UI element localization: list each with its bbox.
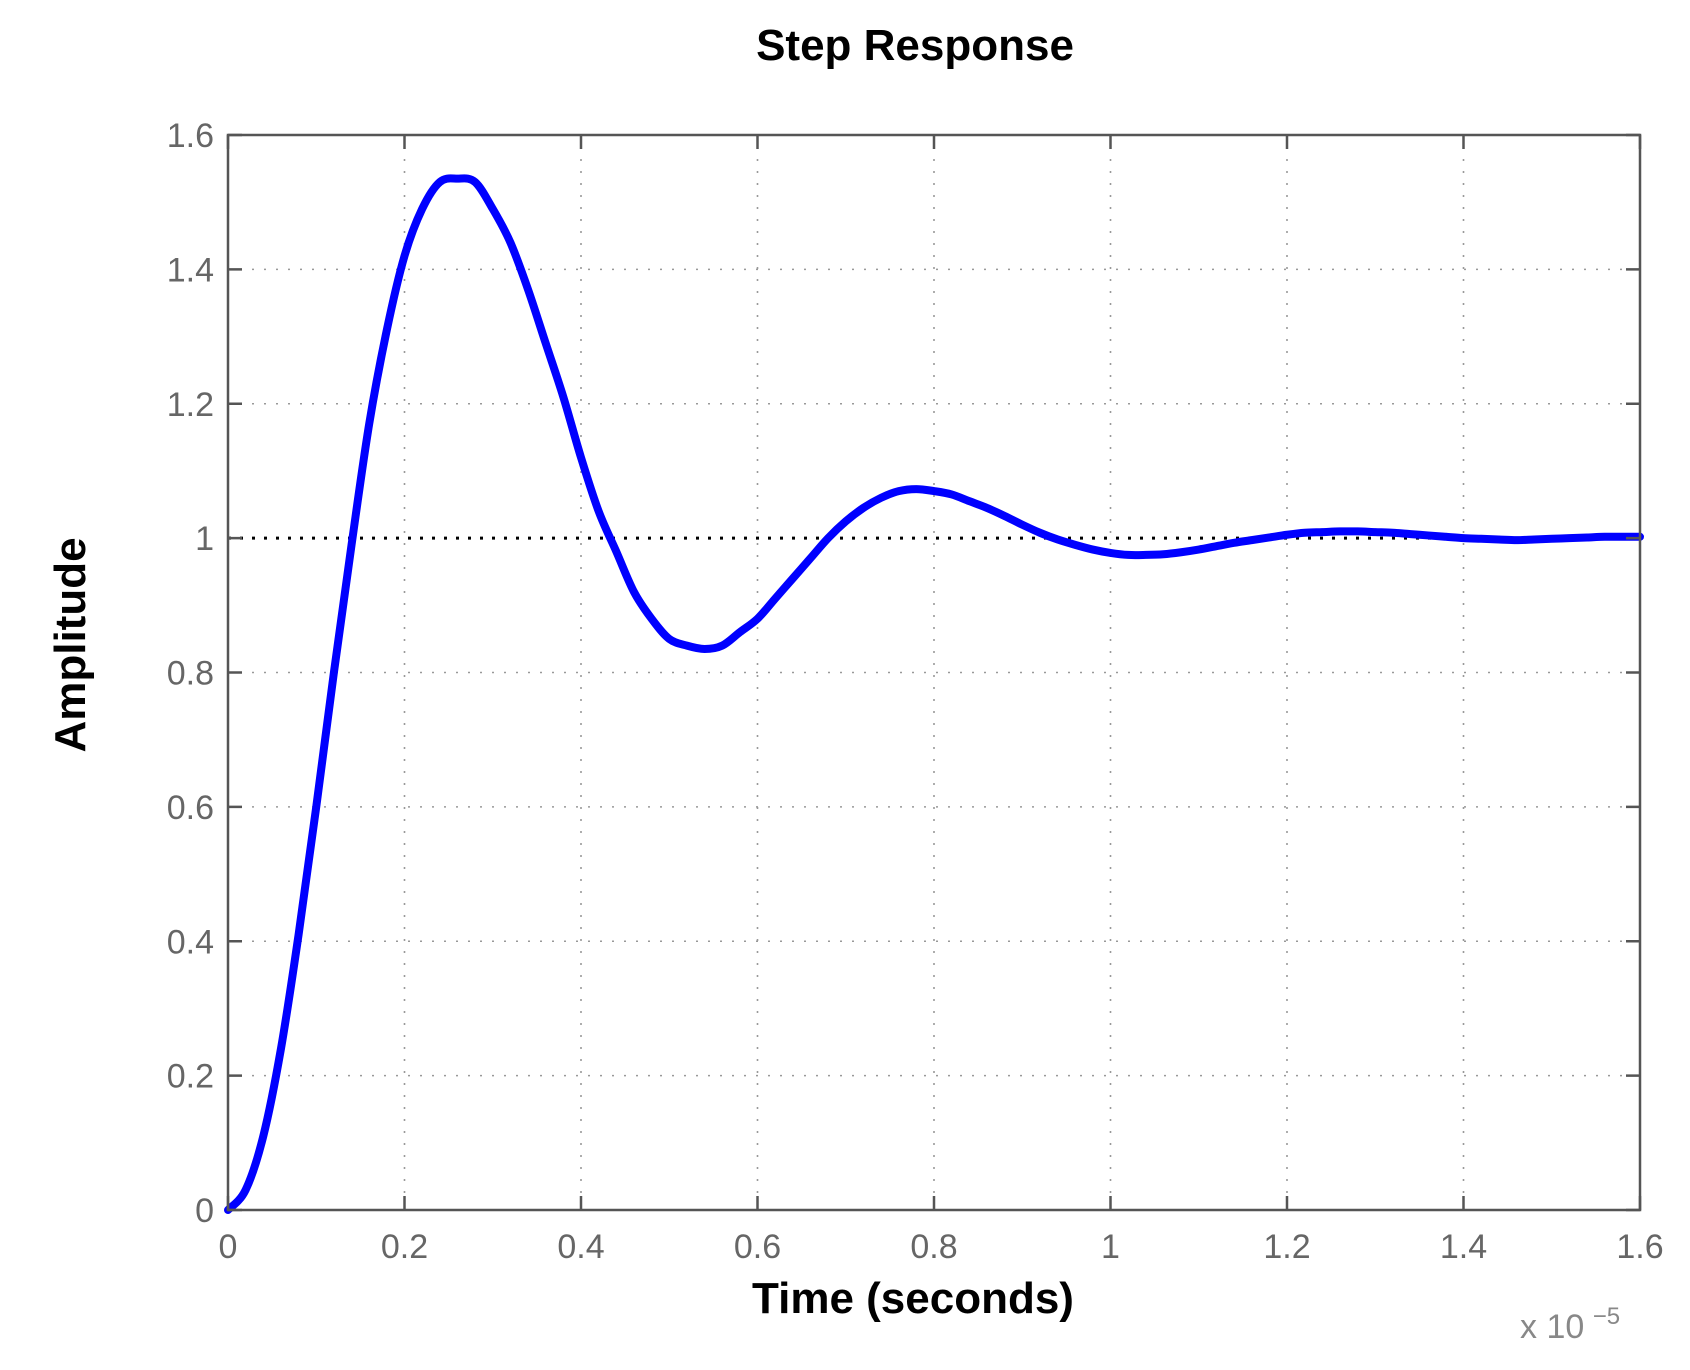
x-tick-labels: 0 0.2 0.4 0.6 0.8 1 1.2 1.4 1.6 bbox=[219, 1228, 1664, 1266]
tick-layer bbox=[226, 133, 1642, 1212]
y-axis-label: Amplitude bbox=[46, 537, 95, 752]
grid-layer bbox=[228, 135, 1640, 1210]
x-axis-multiplier: x 10 −5 bbox=[1520, 1303, 1620, 1346]
y-tick-label: 0.6 bbox=[167, 789, 214, 827]
y-tick-label: 0.4 bbox=[167, 923, 214, 961]
y-tick-label: 0.2 bbox=[167, 1058, 214, 1096]
x-tick-label: 1.6 bbox=[1616, 1228, 1663, 1266]
x-axis-label: Time (seconds) bbox=[752, 1274, 1074, 1323]
x-tick-label: 1 bbox=[1101, 1228, 1120, 1266]
chart-title: Step Response bbox=[756, 21, 1074, 70]
step-response-curve bbox=[224, 174, 1644, 1214]
x-tick-label: 0.4 bbox=[557, 1228, 604, 1266]
series-layer bbox=[224, 174, 1644, 1214]
y-tick-labels: 0 0.2 0.4 0.6 0.8 1 1.2 1.4 1.6 bbox=[167, 117, 214, 1230]
y-tick-label: 1 bbox=[195, 520, 214, 558]
x-multiplier-exponent: −5 bbox=[1593, 1303, 1620, 1330]
x-multiplier-prefix: x 10 bbox=[1520, 1308, 1584, 1346]
x-tick-label: 1.2 bbox=[1263, 1228, 1310, 1266]
y-tick-label: 1.4 bbox=[167, 251, 214, 289]
y-tick-label: 0 bbox=[195, 1192, 214, 1230]
x-tick-label: 1.4 bbox=[1440, 1228, 1487, 1266]
x-tick-label: 0.6 bbox=[734, 1228, 781, 1266]
y-tick-label: 1.2 bbox=[167, 386, 214, 424]
y-tick-label: 0.8 bbox=[167, 655, 214, 693]
y-tick-label: 1.6 bbox=[167, 117, 214, 155]
x-tick-label: 0 bbox=[219, 1228, 238, 1266]
x-tick-label: 0.8 bbox=[910, 1228, 957, 1266]
x-tick-label: 0.2 bbox=[381, 1228, 428, 1266]
